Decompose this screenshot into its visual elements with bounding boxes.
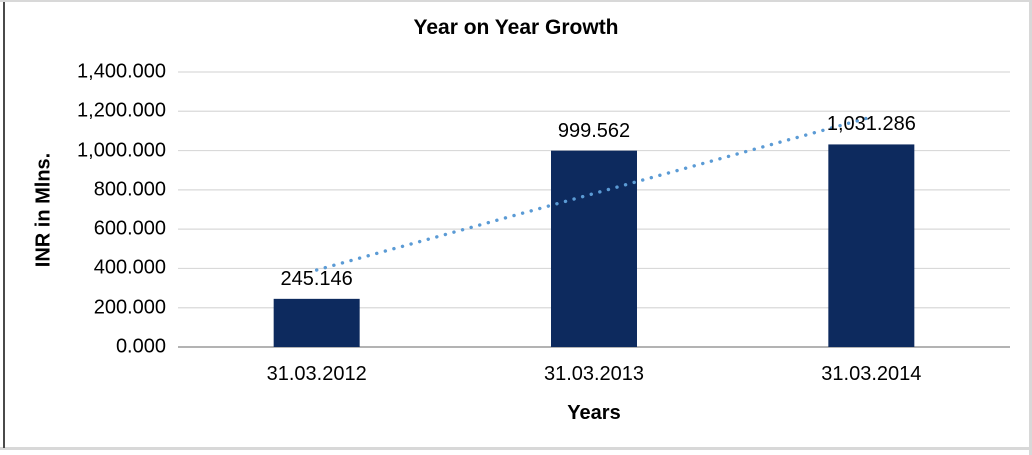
y-axis-tick-label: 1,200.000: [77, 99, 166, 122]
y-axis-tick-label: 0.000: [115, 335, 166, 358]
chart-title: Year on Year Growth: [413, 16, 619, 39]
trendline: [314, 115, 874, 272]
bar-data-label: 245.146: [280, 267, 353, 290]
frame-border-top: [0, 0, 1032, 2]
y-axis-tick-label: 1,400.000: [77, 60, 166, 83]
x-axis-tick-label: 31.03.2013: [543, 363, 645, 385]
y-axis-tick-label: 800.000: [93, 178, 166, 201]
x-axis-tick-label: 31.03.2012: [266, 363, 367, 385]
y-axis-tick-label: 600.000: [93, 217, 166, 240]
frame-border-right: [1029, 0, 1032, 455]
y-axis-tick-label: 400.000: [93, 256, 166, 279]
bar-data-label: 999.562: [557, 119, 631, 142]
y-axis-title: INR in Mlns.: [32, 152, 55, 268]
x-axis-tick-label: 31.03.2014: [821, 363, 922, 385]
bar: [273, 298, 360, 347]
y-axis-tick-label: 200.000: [93, 296, 166, 319]
bar-data-label: 1,031.286: [826, 113, 916, 136]
bar: [828, 144, 915, 347]
bar: [551, 150, 637, 347]
frame-border-left: [3, 2, 5, 448]
frame-border-bottom: [0, 447, 1032, 450]
y-axis-tick-label: 1,000.000: [77, 139, 166, 162]
x-axis-title: Years: [567, 402, 621, 424]
